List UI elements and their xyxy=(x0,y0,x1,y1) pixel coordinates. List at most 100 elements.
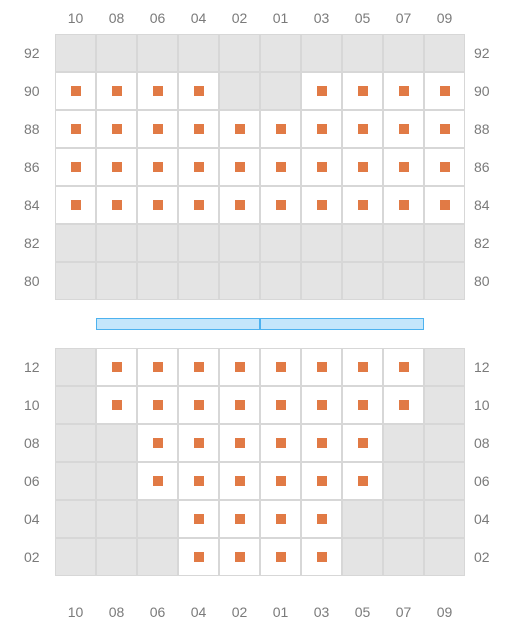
seat-cell[interactable] xyxy=(96,110,137,148)
seat-cell[interactable] xyxy=(55,72,96,110)
seat-cell[interactable] xyxy=(301,500,342,538)
row-label: 08 xyxy=(24,424,40,462)
seat-marker-icon xyxy=(440,162,450,172)
seat-cell[interactable] xyxy=(260,462,301,500)
row-labels-bottom-right: 121008060402 xyxy=(474,348,490,576)
seat-cell[interactable] xyxy=(55,110,96,148)
empty-cell xyxy=(96,500,137,538)
seat-cell[interactable] xyxy=(301,186,342,224)
seat-cell[interactable] xyxy=(137,386,178,424)
seat-cell[interactable] xyxy=(424,186,465,224)
seat-cell[interactable] xyxy=(342,186,383,224)
seat-cell[interactable] xyxy=(424,72,465,110)
seat-cell[interactable] xyxy=(137,462,178,500)
empty-cell xyxy=(383,224,424,262)
empty-cell xyxy=(342,224,383,262)
seat-marker-icon xyxy=(153,162,163,172)
seat-cell[interactable] xyxy=(178,500,219,538)
seat-cell[interactable] xyxy=(219,148,260,186)
seat-cell[interactable] xyxy=(178,424,219,462)
seat-cell[interactable] xyxy=(260,186,301,224)
seat-cell[interactable] xyxy=(260,110,301,148)
seat-cell[interactable] xyxy=(96,186,137,224)
divider-half-right xyxy=(260,318,424,330)
seat-cell[interactable] xyxy=(260,424,301,462)
seat-cell[interactable] xyxy=(260,500,301,538)
seat-cell[interactable] xyxy=(137,110,178,148)
seat-cell[interactable] xyxy=(260,348,301,386)
seat-cell[interactable] xyxy=(301,72,342,110)
seat-cell[interactable] xyxy=(342,110,383,148)
seat-cell[interactable] xyxy=(219,500,260,538)
row-label: 82 xyxy=(24,224,40,262)
seat-cell[interactable] xyxy=(260,386,301,424)
seat-cell[interactable] xyxy=(342,386,383,424)
seat-marker-icon xyxy=(235,438,245,448)
seat-cell[interactable] xyxy=(342,424,383,462)
seat-cell[interactable] xyxy=(383,72,424,110)
seat-cell[interactable] xyxy=(260,538,301,576)
seat-cell[interactable] xyxy=(342,462,383,500)
seat-marker-icon xyxy=(112,200,122,210)
empty-cell xyxy=(260,224,301,262)
empty-cell xyxy=(424,538,465,576)
seat-cell[interactable] xyxy=(137,186,178,224)
seat-cell[interactable] xyxy=(219,186,260,224)
seat-cell[interactable] xyxy=(96,386,137,424)
seat-cell[interactable] xyxy=(96,148,137,186)
seat-cell[interactable] xyxy=(301,386,342,424)
seat-marker-icon xyxy=(399,162,409,172)
seat-cell[interactable] xyxy=(178,148,219,186)
seat-cell[interactable] xyxy=(137,72,178,110)
seat-cell[interactable] xyxy=(342,72,383,110)
seat-cell[interactable] xyxy=(219,110,260,148)
seat-cell[interactable] xyxy=(383,386,424,424)
seat-cell[interactable] xyxy=(301,538,342,576)
seat-cell[interactable] xyxy=(301,110,342,148)
seat-cell[interactable] xyxy=(424,110,465,148)
seat-cell[interactable] xyxy=(178,538,219,576)
seat-cell[interactable] xyxy=(55,186,96,224)
seat-cell[interactable] xyxy=(137,348,178,386)
seat-cell[interactable] xyxy=(301,462,342,500)
seat-cell[interactable] xyxy=(178,386,219,424)
seat-cell[interactable] xyxy=(342,148,383,186)
empty-cell xyxy=(342,262,383,300)
seat-cell[interactable] xyxy=(260,148,301,186)
seat-cell[interactable] xyxy=(96,348,137,386)
seat-cell[interactable] xyxy=(342,348,383,386)
row-label: 08 xyxy=(474,424,490,462)
seat-cell[interactable] xyxy=(219,538,260,576)
empty-cell xyxy=(55,538,96,576)
seat-cell[interactable] xyxy=(219,424,260,462)
seat-cell[interactable] xyxy=(178,348,219,386)
seat-cell[interactable] xyxy=(383,148,424,186)
seat-cell[interactable] xyxy=(178,462,219,500)
seat-cell[interactable] xyxy=(178,72,219,110)
col-label: 03 xyxy=(301,10,342,26)
seat-cell[interactable] xyxy=(424,148,465,186)
seat-marker-icon xyxy=(235,362,245,372)
seat-cell[interactable] xyxy=(219,348,260,386)
seat-cell[interactable] xyxy=(96,72,137,110)
seat-cell[interactable] xyxy=(178,110,219,148)
row-label: 86 xyxy=(474,148,490,186)
row-label: 88 xyxy=(24,110,40,148)
seat-cell[interactable] xyxy=(137,148,178,186)
seat-marker-icon xyxy=(194,476,204,486)
seat-cell[interactable] xyxy=(301,148,342,186)
seat-cell[interactable] xyxy=(178,186,219,224)
seat-cell[interactable] xyxy=(383,110,424,148)
seat-cell[interactable] xyxy=(301,424,342,462)
seat-marker-icon xyxy=(276,400,286,410)
seat-cell[interactable] xyxy=(301,348,342,386)
seat-cell[interactable] xyxy=(383,348,424,386)
row-label: 12 xyxy=(474,348,490,386)
seat-cell[interactable] xyxy=(55,148,96,186)
seat-cell[interactable] xyxy=(219,462,260,500)
seat-cell[interactable] xyxy=(137,424,178,462)
seat-cell[interactable] xyxy=(383,186,424,224)
empty-cell xyxy=(96,262,137,300)
empty-cell xyxy=(424,262,465,300)
seat-cell[interactable] xyxy=(219,386,260,424)
